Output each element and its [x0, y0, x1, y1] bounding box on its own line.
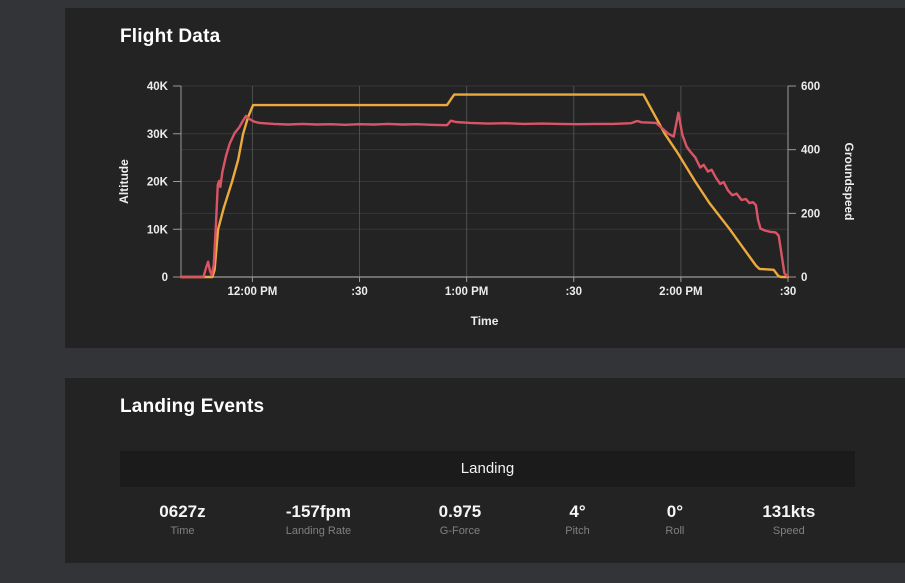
altitude-line [179, 93, 790, 279]
groundspeed-axis-title: Groundspeed [842, 142, 856, 220]
x-tick-label: :30 [780, 286, 797, 298]
landing-stat-time: 0627z Time [120, 501, 245, 539]
stat-label: Roll [665, 525, 685, 537]
groundspeed-line [179, 111, 789, 279]
time-axis-title: Time [471, 314, 499, 328]
altitude-axis-title: Altitude [117, 159, 131, 204]
right-tick-label: 200 [801, 208, 820, 220]
landing-event-header: Landing [120, 451, 855, 487]
landing-events-title: Landing Events [120, 396, 265, 417]
right-tick-label: 400 [801, 145, 820, 157]
stat-label: Speed [772, 525, 805, 537]
left-tick-label: 20K [147, 177, 169, 189]
flight-data-panel: Flight Data 0 10K 20K 30K 40K 0 200 400 600 12:00… [65, 8, 905, 348]
stat-value: 4° [569, 502, 586, 521]
right-tick-label: 0 [801, 272, 807, 284]
stat-value: 131kts [762, 502, 816, 521]
right-tick-label: 600 [801, 81, 820, 93]
left-tick-label: 30K [147, 129, 169, 141]
landing-events-panel: Landing Events Landing 0627z Time -157fpm L… [65, 378, 905, 563]
flight-data-chart: 0 10K 20K 30K 40K 0 200 400 600 12:00 PM :30 1:00 P… [117, 81, 856, 328]
landing-stat-g-force: 0.975 G-Force [392, 501, 528, 539]
stat-label: Pitch [565, 525, 590, 537]
flight-data-title: Flight Data [120, 26, 221, 47]
left-tick-label: 10K [147, 224, 169, 236]
landing-stat-speed: 131kts Speed [723, 501, 855, 539]
x-tick-label: :30 [565, 286, 582, 298]
landing-stat-pitch: 4° Pitch [528, 501, 627, 539]
x-tick-label: 2:00 PM [659, 286, 702, 298]
x-tick-label: 1:00 PM [445, 286, 488, 298]
x-tick-label: :30 [351, 286, 368, 298]
left-tick-label: 0 [162, 272, 168, 284]
landing-stats-row: 0627z Time -157fpm Landing Rate 0.975 G-Force… [120, 501, 855, 539]
stat-value: 0627z [159, 502, 206, 521]
stat-value: -157fpm [285, 502, 352, 521]
landing-stat-landing-rate: -157fpm Landing Rate [245, 501, 392, 539]
x-tick-label: 12:00 PM [227, 286, 277, 298]
landing-event-card: Landing 0627z Time -157fpm Landing Rate 0.97… [120, 451, 855, 539]
landing-stat-roll: 0° Roll [627, 501, 723, 539]
stat-label: Landing Rate [285, 525, 352, 537]
left-tick-label: 40K [147, 81, 169, 93]
stat-label: G-Force [439, 525, 481, 537]
stat-value: 0.975 [438, 502, 482, 521]
stat-value: 0° [666, 502, 684, 521]
stat-label: Time [170, 525, 195, 537]
